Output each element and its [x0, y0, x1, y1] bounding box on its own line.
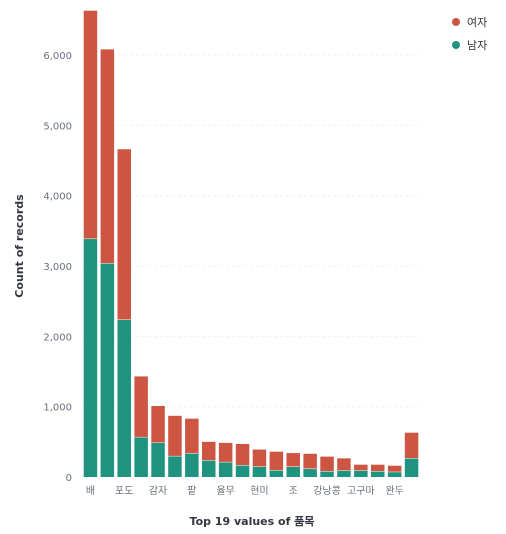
bar-segment-male[interactable] — [100, 263, 115, 477]
x-axis-ticks: 배 포도 감자 팥 율무 현미 조 강낭콩 고구마 완두 — [86, 485, 404, 497]
legend-swatch-female — [452, 18, 460, 26]
y-tick-label: 1,000 — [43, 403, 72, 414]
bar-segment-male[interactable] — [83, 238, 98, 477]
y-tick-label: 2,000 — [43, 332, 72, 343]
bar-segment-male[interactable] — [387, 471, 402, 477]
bar-segment-female[interactable] — [252, 449, 267, 467]
bar-segment-female[interactable] — [337, 458, 351, 471]
bar-segment-male[interactable] — [252, 466, 267, 477]
legend[interactable]: 여자 남자 — [452, 16, 487, 52]
bar-segment-male[interactable] — [151, 442, 165, 477]
y-axis-title: Count of records — [13, 194, 26, 298]
bar-segment-female[interactable] — [286, 453, 301, 467]
x-tick-label: 고구마 — [347, 485, 375, 497]
bars — [83, 10, 419, 477]
bar-segment-male[interactable] — [269, 469, 284, 477]
bar-segment-female[interactable] — [269, 451, 284, 470]
x-tick-label: 율무 — [216, 485, 234, 497]
x-axis-title: Top 19 values of 품목 — [190, 515, 315, 528]
x-tick-label: 배 — [86, 485, 95, 497]
bar-segment-male[interactable] — [337, 470, 351, 477]
bar-segment-male[interactable] — [117, 319, 132, 477]
bar-segment-male[interactable] — [404, 458, 419, 477]
legend-item-male[interactable]: 남자 — [452, 39, 487, 52]
bar-segment-female[interactable] — [202, 441, 216, 461]
bar-segment-female[interactable] — [83, 10, 98, 239]
bar-segment-male[interactable] — [320, 471, 334, 477]
bar-segment-female[interactable] — [168, 415, 182, 456]
legend-item-female[interactable]: 여자 — [452, 16, 487, 29]
x-tick-label: 팥 — [187, 485, 196, 497]
gridlines — [82, 54, 420, 478]
bar-segment-male[interactable] — [235, 465, 250, 477]
bar-segment-male[interactable] — [354, 470, 368, 477]
x-tick-label: 조 — [289, 486, 298, 497]
bar-segment-male[interactable] — [168, 455, 182, 477]
bar-segment-female[interactable] — [151, 405, 165, 443]
bar-segment-male[interactable] — [202, 460, 216, 477]
bar-segment-female[interactable] — [218, 442, 233, 462]
bar-segment-male[interactable] — [303, 468, 317, 477]
x-tick-label: 강낭콩 — [313, 485, 341, 497]
bar-segment-female[interactable] — [235, 443, 250, 466]
x-tick-label: 현미 — [250, 485, 268, 497]
y-tick-label: 5,000 — [43, 121, 72, 132]
bar-segment-female[interactable] — [117, 149, 132, 320]
bar-segment-female[interactable] — [134, 376, 148, 437]
bar-segment-male[interactable] — [371, 471, 385, 477]
bar-segment-female[interactable] — [185, 418, 199, 454]
bar-segment-male[interactable] — [218, 461, 233, 477]
bar-segment-male[interactable] — [185, 453, 199, 477]
legend-label-male: 남자 — [467, 39, 487, 52]
bar-segment-male[interactable] — [134, 436, 148, 477]
x-tick-label: 포도 — [115, 486, 133, 497]
x-tick-label: 완두 — [385, 485, 403, 497]
y-tick-label: 0 — [66, 473, 72, 484]
y-tick-label: 6,000 — [43, 51, 72, 62]
bar-segment-male[interactable] — [286, 466, 301, 477]
bar-segment-female[interactable] — [100, 49, 115, 264]
x-tick-label: 감자 — [149, 485, 167, 497]
bar-segment-female[interactable] — [371, 464, 385, 472]
bar-segment-female[interactable] — [387, 465, 402, 472]
bar-segment-female[interactable] — [303, 453, 317, 469]
bar-segment-female[interactable] — [404, 432, 419, 459]
legend-swatch-male — [452, 41, 460, 49]
y-axis-ticks: 0 1,000 2,000 3,000 4,000 5,000 6,000 — [43, 51, 72, 484]
y-tick-label: 3,000 — [43, 262, 72, 273]
y-tick-label: 4,000 — [43, 192, 72, 203]
legend-label-female: 여자 — [467, 16, 487, 29]
bar-segment-female[interactable] — [354, 464, 368, 471]
bar-segment-female[interactable] — [320, 456, 334, 472]
